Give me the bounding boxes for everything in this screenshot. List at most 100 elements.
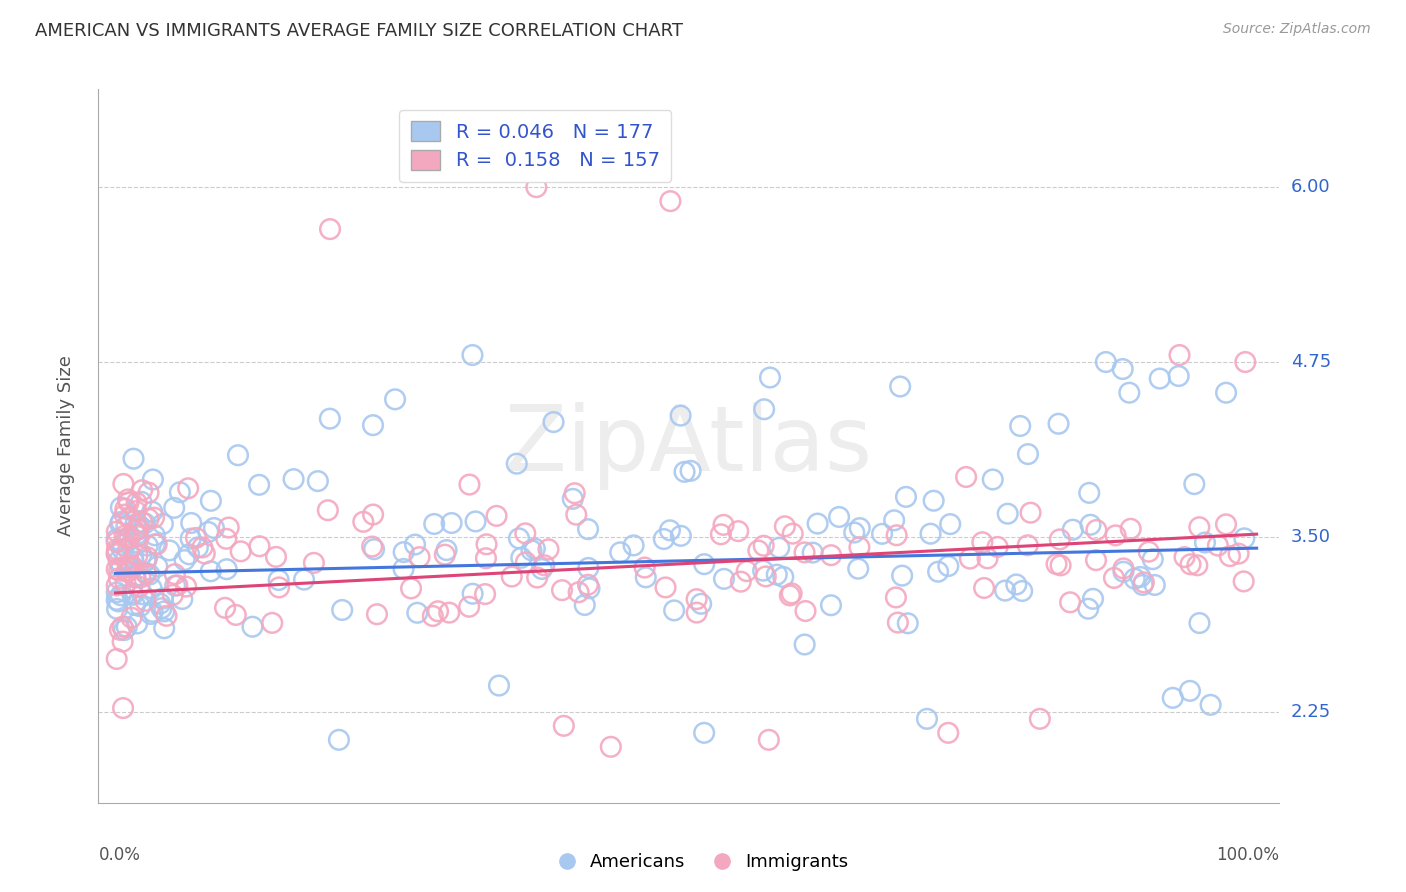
Point <box>1182 477 1205 491</box>
Point <box>1010 419 1032 434</box>
Point <box>135 566 157 580</box>
Point <box>1077 601 1099 615</box>
Point <box>1112 565 1135 579</box>
Point <box>1132 578 1154 592</box>
Point <box>191 541 214 555</box>
Point <box>107 594 129 608</box>
Point <box>194 547 217 561</box>
Point <box>759 370 782 384</box>
Point <box>488 679 510 693</box>
Point <box>127 549 149 563</box>
Point <box>218 520 240 534</box>
Point <box>264 549 287 564</box>
Point <box>633 560 655 574</box>
Point <box>226 448 249 462</box>
Point <box>1095 355 1118 369</box>
Point <box>155 608 177 623</box>
Point <box>107 554 129 568</box>
Point <box>1049 558 1071 573</box>
Point <box>936 559 959 574</box>
Point <box>976 551 998 566</box>
Point <box>561 491 583 506</box>
Point <box>124 517 146 532</box>
Point <box>105 524 128 539</box>
Point <box>249 539 271 553</box>
Point <box>533 558 555 573</box>
Point <box>118 531 141 545</box>
Point <box>214 600 236 615</box>
Point <box>135 554 157 568</box>
Point <box>138 512 160 526</box>
Point <box>110 588 132 602</box>
Point <box>124 598 146 612</box>
Point <box>652 532 675 546</box>
Point <box>127 529 149 543</box>
Point <box>122 451 145 466</box>
Point <box>184 531 207 545</box>
Point <box>153 621 176 635</box>
Point <box>361 418 384 433</box>
Point <box>114 576 136 591</box>
Point <box>121 588 143 602</box>
Point <box>1234 355 1257 369</box>
Point <box>673 465 696 479</box>
Point <box>125 496 148 510</box>
Point <box>115 531 138 545</box>
Point <box>128 518 150 533</box>
Point <box>576 577 599 591</box>
Point <box>108 516 131 531</box>
Point <box>111 634 134 648</box>
Point <box>884 591 907 605</box>
Point <box>1118 385 1140 400</box>
Point <box>870 526 893 541</box>
Point <box>574 598 596 612</box>
Point <box>131 483 153 498</box>
Point <box>404 538 426 552</box>
Point <box>765 567 787 582</box>
Point <box>392 562 415 576</box>
Point <box>121 586 143 600</box>
Point <box>127 523 149 537</box>
Point <box>399 582 422 596</box>
Point <box>1133 575 1156 590</box>
Point <box>121 560 143 574</box>
Point <box>433 548 456 562</box>
Point <box>565 508 588 522</box>
Point <box>105 545 128 559</box>
Point <box>136 550 159 565</box>
Text: 4.75: 4.75 <box>1291 353 1331 371</box>
Point <box>129 571 152 585</box>
Y-axis label: Average Family Size: Average Family Size <box>56 356 75 536</box>
Point <box>136 539 159 553</box>
Point <box>242 620 264 634</box>
Point <box>1178 684 1201 698</box>
Point <box>1187 558 1209 573</box>
Point <box>752 402 775 417</box>
Point <box>115 519 138 533</box>
Point <box>752 564 775 578</box>
Point <box>973 581 995 595</box>
Point <box>105 562 128 576</box>
Point <box>515 526 537 541</box>
Point <box>117 542 139 557</box>
Point <box>686 606 709 620</box>
Point <box>659 194 682 208</box>
Point <box>782 526 804 541</box>
Point <box>439 606 461 620</box>
Point <box>316 503 339 517</box>
Point <box>302 556 325 570</box>
Point <box>690 597 713 611</box>
Point <box>163 500 186 515</box>
Point <box>152 591 174 606</box>
Point <box>129 599 152 614</box>
Text: 3.50: 3.50 <box>1291 528 1330 546</box>
Point <box>328 732 350 747</box>
Point <box>173 553 195 567</box>
Point <box>1005 577 1028 591</box>
Point <box>578 582 600 596</box>
Point <box>520 543 543 558</box>
Point <box>543 415 565 429</box>
Point <box>180 532 202 546</box>
Point <box>131 587 153 601</box>
Point <box>225 607 247 622</box>
